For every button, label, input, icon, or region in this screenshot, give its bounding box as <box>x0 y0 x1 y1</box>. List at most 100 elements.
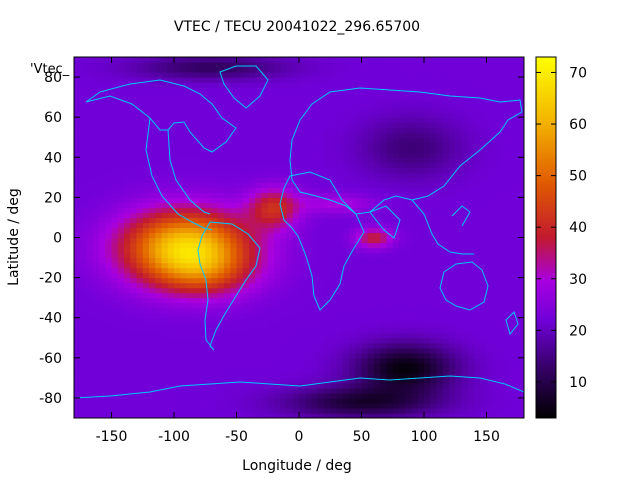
heatmap-cell <box>386 262 394 269</box>
heatmap-cell <box>186 262 194 269</box>
heatmap-cell <box>424 132 431 138</box>
heatmap-cell <box>236 177 244 183</box>
heatmap-cell <box>205 282 213 289</box>
heatmap-cell <box>392 152 400 158</box>
heatmap-cell <box>86 147 94 153</box>
heatmap-cell <box>317 177 325 183</box>
heatmap-cell <box>249 237 256 244</box>
heatmap-cell <box>142 92 150 98</box>
heatmap-cell <box>286 132 294 138</box>
heatmap-cell <box>274 142 281 148</box>
heatmap-cell <box>386 97 394 103</box>
heatmap-cell <box>249 247 256 254</box>
heatmap-cell <box>411 327 419 334</box>
heatmap-cell <box>230 232 238 239</box>
heatmap-cell <box>486 337 494 344</box>
heatmap-cell <box>217 167 225 173</box>
heatmap-cell <box>330 362 338 369</box>
heatmap-cell <box>405 327 413 334</box>
heatmap-cell <box>255 217 263 224</box>
heatmap-cell <box>374 397 381 404</box>
heatmap-cell <box>211 247 219 254</box>
heatmap-cell <box>92 352 100 359</box>
heatmap-cell <box>330 302 338 309</box>
heatmap-cell <box>255 212 263 219</box>
heatmap-cell <box>305 132 313 138</box>
heatmap-cell <box>174 142 181 148</box>
heatmap-cell <box>130 247 138 254</box>
heatmap-cell <box>467 247 475 254</box>
heatmap-cell <box>492 137 500 143</box>
heatmap-cell <box>336 87 344 93</box>
heatmap-cell <box>342 357 350 364</box>
heatmap-cell <box>399 172 406 178</box>
heatmap-cell <box>330 187 338 193</box>
heatmap-cell <box>342 407 350 414</box>
heatmap-cell <box>461 382 469 389</box>
heatmap-cell <box>249 92 256 98</box>
heatmap-cell <box>205 77 213 83</box>
heatmap-cell <box>249 157 256 163</box>
heatmap-cell <box>436 112 444 118</box>
heatmap-cell <box>80 222 88 229</box>
heatmap-cell <box>199 147 206 153</box>
heatmap-cell <box>117 147 125 153</box>
heatmap-cell <box>317 407 325 414</box>
heatmap-cell <box>267 342 275 349</box>
heatmap-cell <box>261 132 269 138</box>
heatmap-cell <box>280 97 288 103</box>
heatmap-cell <box>474 287 481 294</box>
heatmap-cell <box>174 232 181 239</box>
heatmap-cell <box>92 332 100 339</box>
heatmap-cell <box>155 237 163 244</box>
heatmap-cell <box>130 392 138 399</box>
heatmap-cell <box>299 282 306 289</box>
heatmap-cell <box>117 167 125 173</box>
heatmap-cell <box>142 107 150 113</box>
heatmap-cell <box>330 222 338 229</box>
heatmap-cell <box>361 282 369 289</box>
heatmap-cell <box>311 292 319 299</box>
heatmap-cell <box>505 342 513 349</box>
heatmap-cell <box>130 122 138 128</box>
heatmap-cell <box>336 147 344 153</box>
heatmap-cell <box>92 267 100 274</box>
heatmap-cell <box>330 337 338 344</box>
heatmap-cell <box>430 77 438 83</box>
heatmap-cell <box>417 222 425 229</box>
heatmap-cell <box>86 412 94 418</box>
heatmap-cell <box>230 282 238 289</box>
heatmap-cell <box>286 122 294 128</box>
heatmap-cell <box>249 377 256 384</box>
heatmap-cell <box>280 87 288 93</box>
heatmap-cell <box>399 112 406 118</box>
heatmap-cell <box>242 112 250 118</box>
heatmap-cell <box>436 77 444 83</box>
heatmap-cell <box>236 167 244 173</box>
heatmap-cell <box>92 362 100 369</box>
heatmap-cell <box>236 107 244 113</box>
heatmap-cell <box>486 157 494 163</box>
heatmap-cell <box>142 307 150 314</box>
heatmap-cell <box>105 332 113 339</box>
heatmap-cell <box>361 277 369 284</box>
heatmap-cell <box>242 377 250 384</box>
heatmap-cell <box>149 117 156 123</box>
heatmap-cell <box>180 227 188 234</box>
heatmap-cell <box>499 412 506 418</box>
heatmap-cell <box>130 77 138 83</box>
heatmap-cell <box>355 322 363 329</box>
heatmap-cell <box>230 277 238 284</box>
heatmap-cell <box>336 142 344 148</box>
heatmap-cell <box>305 142 313 148</box>
heatmap-cell <box>92 182 100 188</box>
heatmap-cell <box>92 312 100 319</box>
heatmap-cell <box>311 182 319 188</box>
heatmap-cell <box>424 382 431 389</box>
heatmap-cell <box>411 97 419 103</box>
heatmap-cell <box>217 407 225 414</box>
heatmap-cell <box>317 152 325 158</box>
heatmap-cell <box>461 317 469 324</box>
heatmap-cell <box>99 72 106 78</box>
heatmap-cell <box>436 257 444 264</box>
